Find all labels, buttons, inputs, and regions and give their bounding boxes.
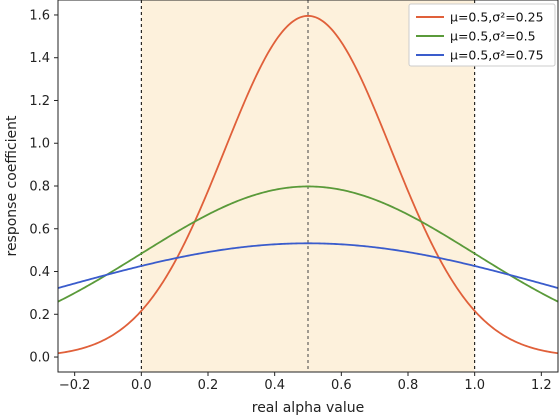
y-axis-ticks: 0.0 0.2 0.4 0.6 0.8 1.0 1.2 1.4 1.6: [29, 8, 58, 366]
y-tick-label: 0.6: [29, 222, 50, 237]
legend-label-1: μ=0.5,σ²=0.5: [450, 29, 536, 44]
x-tick-label: 0.6: [331, 378, 352, 393]
y-tick-label: 0.0: [29, 351, 50, 366]
y-tick-label: 1.0: [29, 137, 50, 152]
y-tick-label: 0.2: [29, 308, 50, 323]
series-line-0: [57, 14, 559, 355]
x-tick-label: 1.2: [531, 378, 552, 393]
series-layer: [57, 14, 559, 355]
y-tick-label: 0.4: [29, 265, 50, 280]
x-tick-label: −0.2: [59, 378, 91, 393]
legend: μ=0.5,σ²=0.25 μ=0.5,σ²=0.5 μ=0.5,σ²=0.75: [408, 3, 556, 67]
legend-box: [408, 3, 556, 67]
y-tick-label: 1.6: [29, 8, 50, 23]
series-line-1: [57, 185, 559, 303]
x-axis-label: real alpha value: [252, 400, 364, 416]
y-axis-label: response coefficient: [4, 115, 20, 257]
x-tick-label: 0.0: [131, 378, 152, 393]
y-tick-label: 0.8: [29, 180, 50, 195]
legend-label-2: μ=0.5,σ²=0.75: [450, 48, 544, 63]
y-tick-label: 1.2: [29, 94, 50, 109]
series-line-2: [57, 242, 559, 289]
x-tick-label: 1.0: [464, 378, 485, 393]
y-tick-label: 1.4: [29, 51, 50, 66]
x-tick-label: 0.4: [264, 378, 285, 393]
x-axis-ticks: −0.2 0.0 0.2 0.4 0.6 0.8 1.0 1.2: [59, 372, 552, 393]
legend-label-0: μ=0.5,σ²=0.25: [450, 10, 544, 25]
x-tick-label: 0.2: [198, 378, 219, 393]
x-tick-label: 0.8: [398, 378, 419, 393]
